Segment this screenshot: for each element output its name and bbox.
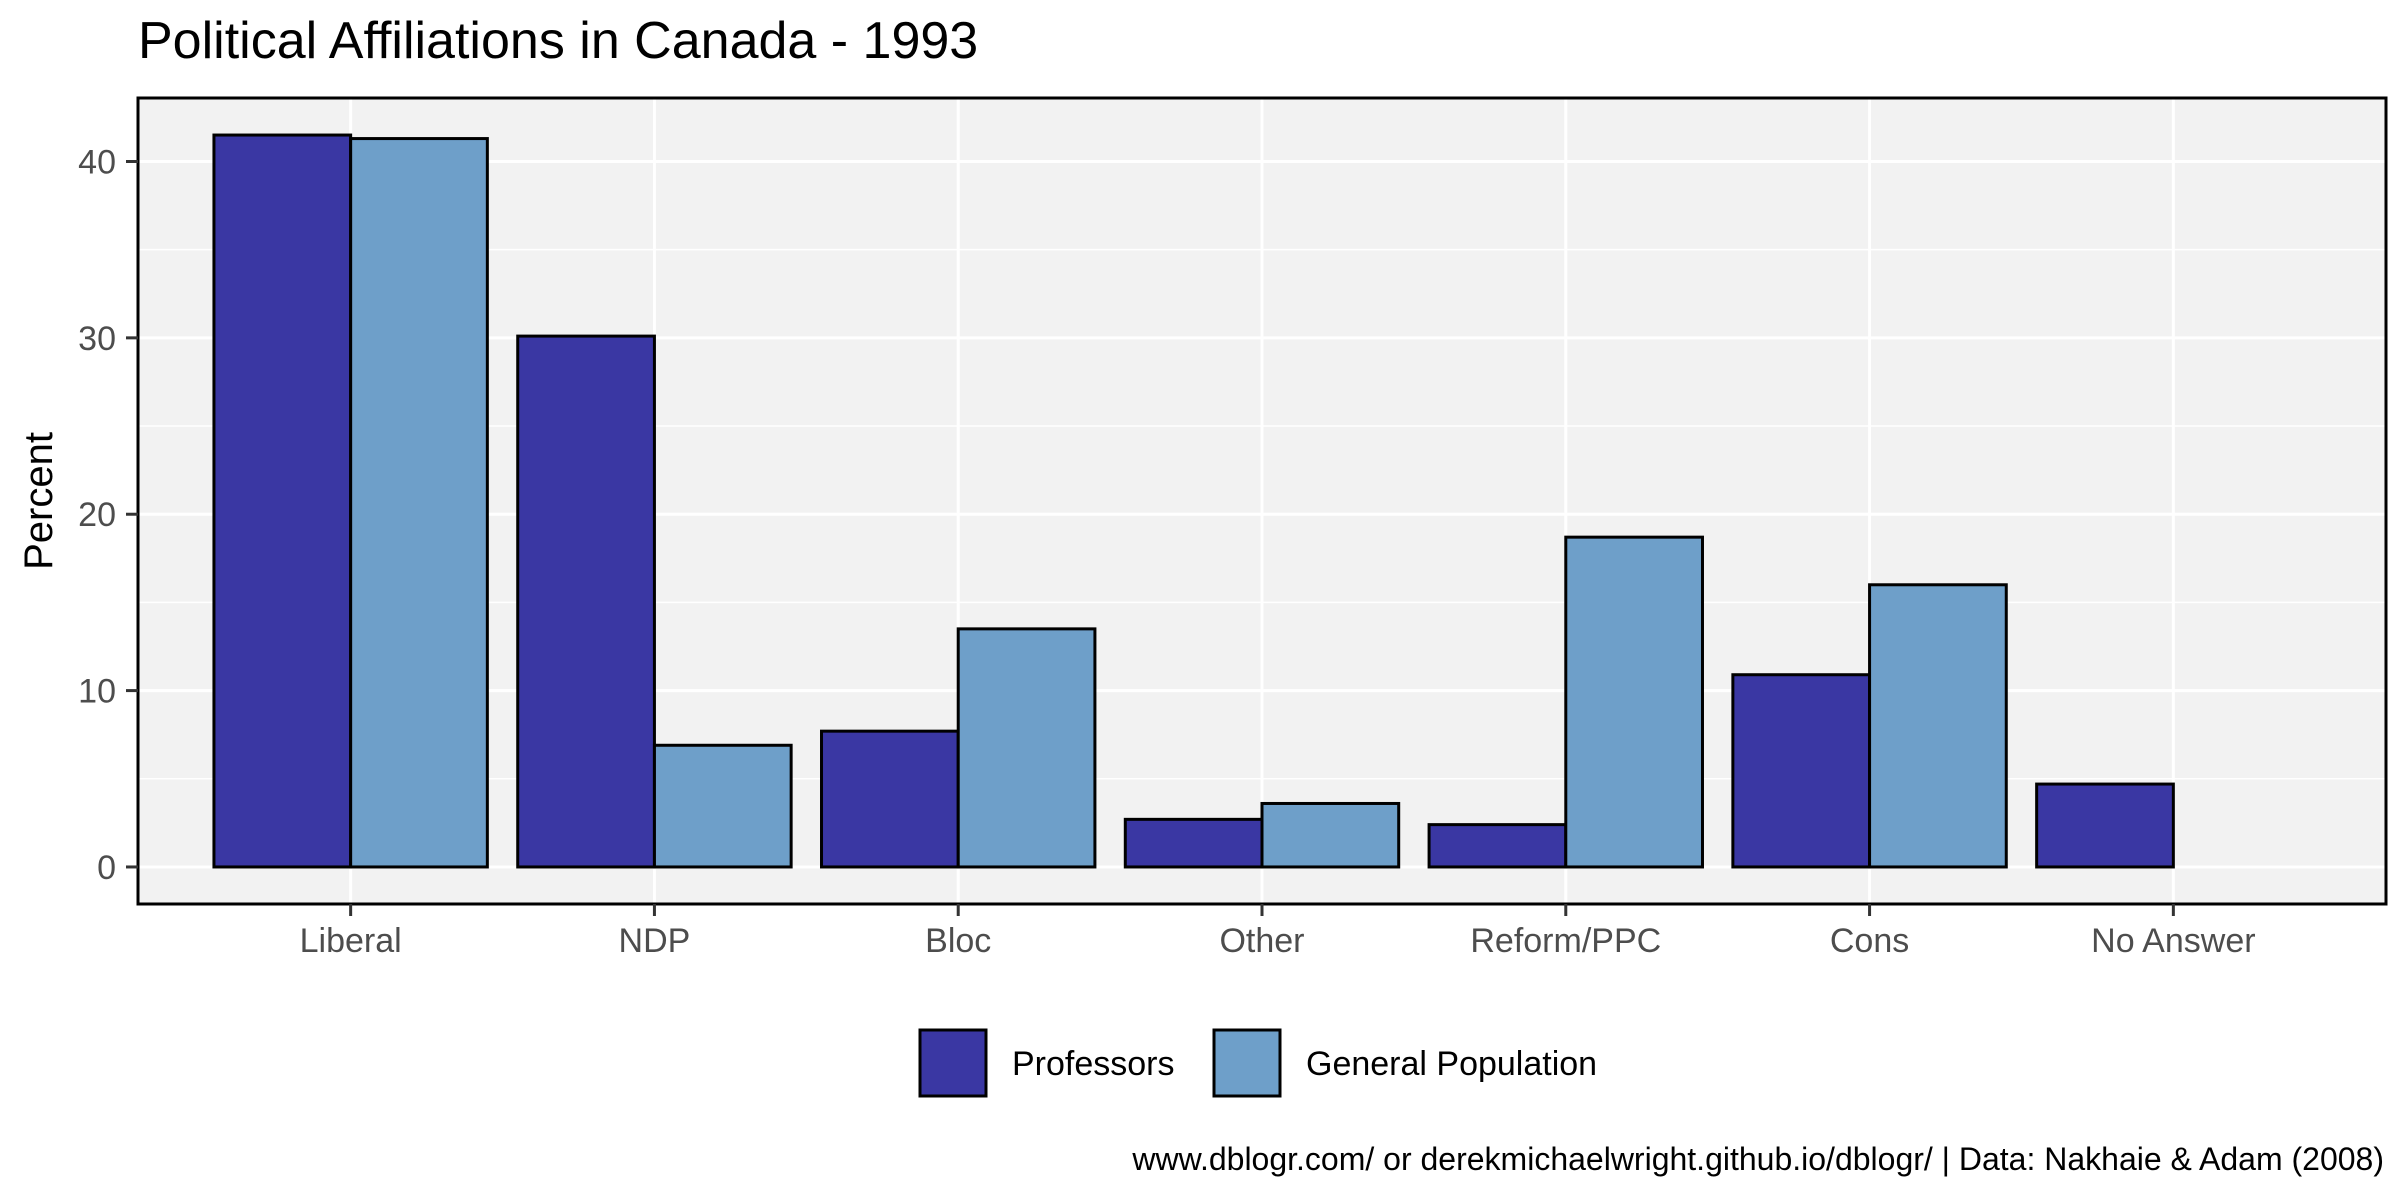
legend-key-professors <box>918 1028 988 1098</box>
bar-professors-no-answer <box>2035 782 2175 869</box>
bar-professors-bloc <box>820 729 960 869</box>
bars <box>212 133 2175 869</box>
x-tick-label-bloc: Bloc <box>925 922 991 960</box>
x-tick-label-liberal: Liberal <box>300 922 402 960</box>
bar-general-population-reform-ppc <box>1564 535 1704 869</box>
x-tick-label-reform-ppc: Reform/PPC <box>1470 922 1661 960</box>
bar-professors-liberal <box>212 133 353 869</box>
y-tick-label: 0 <box>97 849 116 887</box>
y-axis-title: Percent <box>17 432 61 570</box>
legend-label-general-population: General Population <box>1306 1045 1597 1083</box>
chart-title: Political Affiliations in Canada - 1993 <box>138 12 978 70</box>
bar-general-population-cons <box>1868 583 2008 869</box>
y-tick-label: 30 <box>78 320 116 358</box>
bar-professors-reform-ppc <box>1427 823 1568 869</box>
bar-general-population-liberal <box>349 137 489 869</box>
x-axis: Liberal NDP Bloc Other Reform/PPC Cons No Answ… <box>300 904 2256 960</box>
y-axis: 0 10 20 30 40 <box>78 143 138 887</box>
legend: Professors General Population <box>918 1028 1597 1098</box>
bar-professors-cons <box>1731 673 1872 869</box>
x-tick-label-other: Other <box>1219 922 1304 960</box>
bar-professors-other <box>1123 817 1264 869</box>
bar-general-population-ndp <box>652 743 793 869</box>
x-tick-label-ndp: NDP <box>619 922 691 960</box>
y-tick-label: 10 <box>78 673 116 711</box>
chart-caption: www.dblogr.com/ or derekmichaelwright.gi… <box>1131 1141 2384 1177</box>
bar-general-population-bloc <box>956 627 1097 869</box>
bar-professors-ndp <box>516 334 656 869</box>
bar-general-population-other <box>1260 801 1401 869</box>
x-tick-label-cons: Cons <box>1830 922 1909 960</box>
legend-label-professors: Professors <box>1012 1045 1175 1083</box>
y-tick-label: 20 <box>78 496 116 534</box>
x-tick-label-no-answer: No Answer <box>2091 922 2255 960</box>
legend-key-general-population <box>1212 1028 1282 1098</box>
y-tick-label: 40 <box>78 143 116 181</box>
